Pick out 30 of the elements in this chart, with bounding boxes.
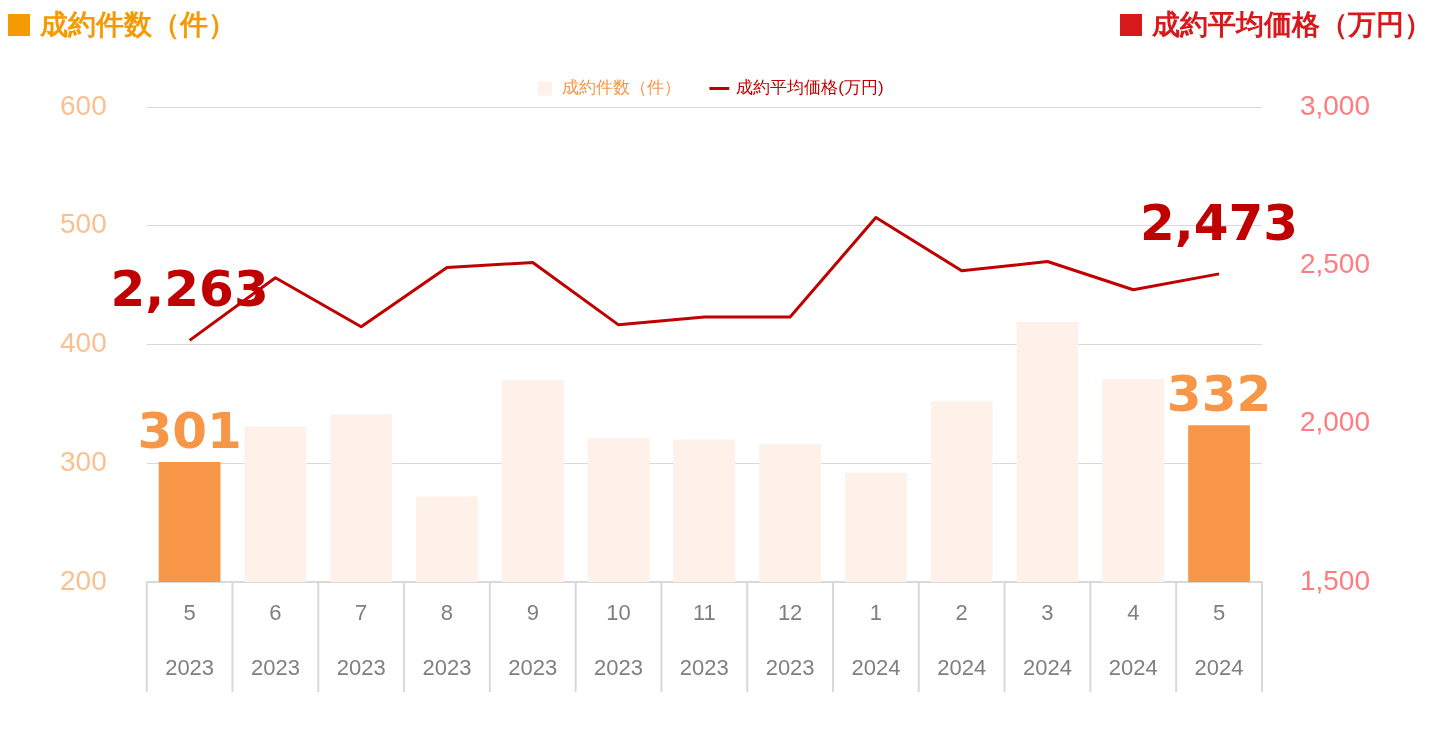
category-label: 9 2023 [508,599,558,680]
category-label: 12 2023 [765,599,815,680]
category-label: 3 2024 [1022,599,1072,680]
category-label: 8 2023 [422,599,472,680]
category-label: 5 2024 [1194,599,1244,680]
legend-label: 成約平均価格(万円) [736,78,884,98]
data-label: 301 [137,402,242,461]
y-axis-title: 成約件数（件） [40,7,236,43]
data-label: 2,263 [110,260,269,319]
y2-tick-label: 3,000 [1299,89,1371,121]
y-tick-label: 600 [60,89,107,121]
category-label: 4 2024 [1108,599,1158,680]
legend-label: 成約件数（件） [561,78,681,98]
y2-axis-title: 成約平均価格（万円） [1152,7,1432,43]
category-label: 5 2023 [165,599,215,680]
y-tick-label: 200 [60,564,107,596]
category-label: 2 2024 [937,599,987,680]
category-label: 1 2024 [851,599,901,680]
data-label: 2,473 [1139,193,1299,252]
category-label: 6 2023 [250,599,300,680]
y-tick-label: 300 [60,445,107,477]
category-label: 7 2023 [336,599,386,680]
category-label: 10 2023 [594,599,644,680]
y-tick-label: 400 [60,327,107,359]
y2-tick-label: 1,500 [1299,564,1371,596]
data-label: 332 [1166,365,1272,424]
y-tick-label: 500 [60,208,107,240]
y2-tick-label: 2,000 [1299,406,1371,438]
y2-tick-label: 2,500 [1299,248,1371,280]
category-label: 11 2023 [679,599,729,680]
